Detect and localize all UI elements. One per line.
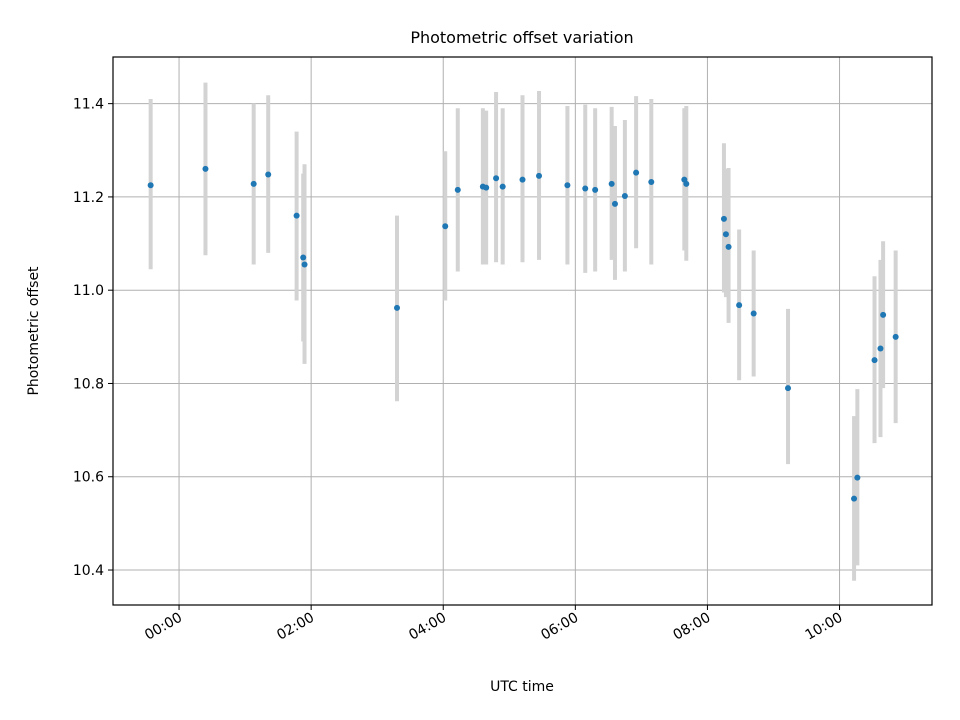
y-tick-label: 11.2 (73, 190, 104, 206)
data-point (250, 180, 257, 187)
data-point (736, 302, 743, 309)
data-point (785, 385, 792, 392)
data-point (633, 169, 640, 176)
y-tick-label: 11.4 (73, 97, 104, 113)
data-point (725, 243, 732, 250)
data-point (854, 474, 861, 481)
data-point (300, 254, 307, 261)
data-point (265, 171, 272, 178)
data-point (499, 183, 506, 190)
data-point (722, 231, 729, 238)
y-axis-label: Photometric offset (26, 266, 42, 396)
data-point (621, 192, 628, 199)
y-tick-label: 11.0 (73, 283, 104, 299)
data-point (880, 311, 887, 318)
y-tick-label: 10.8 (73, 376, 104, 392)
data-point (301, 261, 308, 268)
data-point (394, 304, 401, 311)
data-point (611, 200, 618, 207)
data-point (519, 176, 526, 183)
chart-title: Photometric offset variation (410, 28, 633, 47)
data-point (202, 165, 209, 172)
data-point (293, 212, 300, 219)
data-point (442, 223, 449, 230)
data-point (892, 333, 899, 340)
data-point (454, 186, 461, 193)
x-axis-label: UTC time (490, 679, 554, 695)
data-point (683, 180, 690, 187)
data-point (648, 178, 655, 185)
data-point (147, 182, 154, 189)
data-point (720, 215, 727, 222)
data-point (483, 184, 490, 191)
grid-layer (113, 57, 932, 605)
data-point (750, 310, 757, 317)
data-point (851, 495, 858, 502)
data-point (493, 175, 500, 182)
point-layer (147, 165, 899, 502)
data-point (536, 172, 543, 179)
data-point (877, 345, 884, 352)
data-point (564, 182, 571, 189)
data-point (608, 180, 615, 187)
y-tick-label: 10.6 (73, 470, 104, 486)
data-point (582, 185, 589, 192)
y-tick-label: 10.4 (73, 563, 104, 579)
plot-frame (112, 56, 933, 606)
data-point (592, 186, 599, 193)
data-point (871, 357, 878, 364)
